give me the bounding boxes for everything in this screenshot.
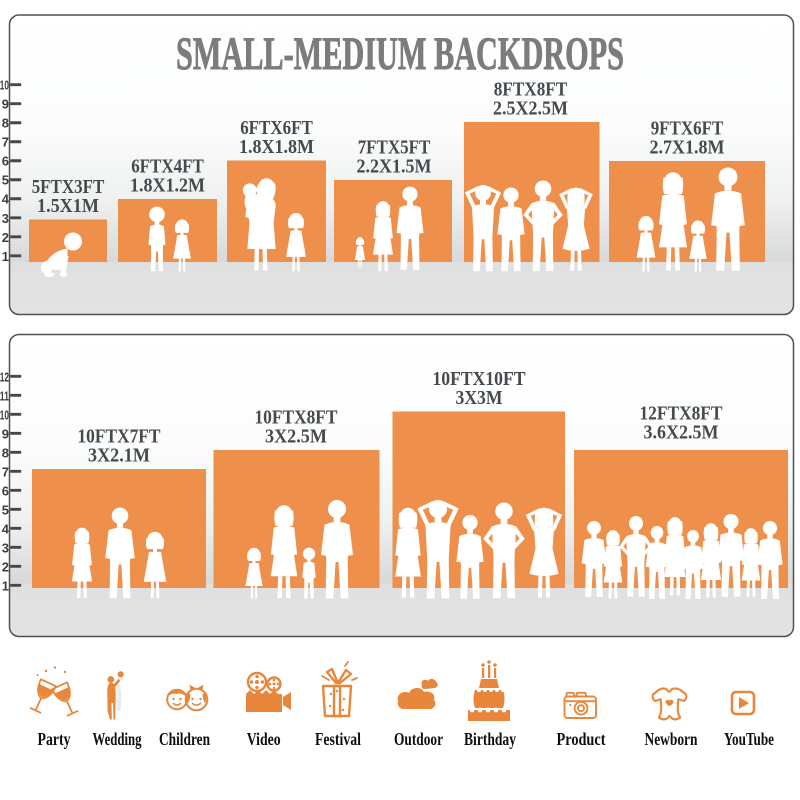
svg-text:Festival: Festival — [315, 729, 361, 749]
svg-text:5: 5 — [2, 502, 9, 517]
svg-text:1.8X1.2M: 1.8X1.2M — [130, 176, 205, 197]
svg-text:9FTX6FT: 9FTX6FT — [651, 119, 724, 140]
svg-text:6: 6 — [2, 154, 9, 169]
svg-text:2.2X1.5M: 2.2X1.5M — [357, 157, 432, 178]
svg-text:YouTube: YouTube — [724, 729, 774, 749]
svg-text:7FTX5FT: 7FTX5FT — [358, 138, 431, 159]
svg-text:10: 10 — [0, 407, 9, 422]
svg-text:5FTX3FT: 5FTX3FT — [32, 177, 105, 198]
svg-text:8FTX8FT: 8FTX8FT — [494, 80, 568, 101]
svg-text:Product: Product — [557, 729, 606, 749]
svg-text:3: 3 — [2, 211, 9, 226]
svg-text:2.7X1.8M: 2.7X1.8M — [650, 138, 725, 159]
svg-text:9: 9 — [2, 97, 9, 112]
svg-text:9: 9 — [2, 426, 9, 441]
svg-text:SMALL-MEDIUM BACKDROPS: SMALL-MEDIUM BACKDROPS — [176, 29, 624, 80]
svg-text:4: 4 — [2, 192, 10, 207]
svg-text:7: 7 — [2, 135, 9, 150]
svg-text:Birthday: Birthday — [464, 729, 516, 749]
svg-text:3: 3 — [2, 540, 9, 555]
svg-text:1.8X1.8M: 1.8X1.8M — [239, 137, 314, 158]
svg-text:4: 4 — [2, 521, 10, 536]
svg-text:10: 10 — [0, 78, 9, 93]
svg-text:10FTX7FT: 10FTX7FT — [78, 427, 161, 448]
svg-text:2: 2 — [2, 559, 9, 574]
svg-text:12FTX8FT: 12FTX8FT — [640, 404, 723, 425]
svg-text:12: 12 — [0, 369, 9, 384]
svg-text:8: 8 — [2, 116, 9, 131]
svg-text:1.5X1M: 1.5X1M — [37, 196, 99, 217]
svg-text:6: 6 — [2, 483, 9, 498]
svg-text:Wedding: Wedding — [93, 729, 142, 749]
svg-text:3X2.1M: 3X2.1M — [88, 446, 150, 467]
svg-text:6FTX6FT: 6FTX6FT — [240, 118, 313, 139]
svg-text:10FTX10FT: 10FTX10FT — [433, 369, 526, 390]
svg-text:1: 1 — [2, 249, 9, 264]
svg-text:Children: Children — [159, 729, 210, 749]
svg-text:Outdoor: Outdoor — [394, 729, 443, 749]
svg-text:2.5X2.5M: 2.5X2.5M — [493, 99, 568, 120]
svg-text:3.6X2.5M: 3.6X2.5M — [644, 423, 719, 444]
svg-text:6FTX4FT: 6FTX4FT — [131, 157, 204, 178]
svg-text:3X3M: 3X3M — [456, 388, 503, 409]
svg-text:Newborn: Newborn — [645, 729, 698, 749]
svg-text:1: 1 — [2, 578, 9, 593]
svg-text:7: 7 — [2, 464, 9, 479]
svg-text:11: 11 — [0, 388, 9, 403]
svg-text:3X2.5M: 3X2.5M — [265, 427, 327, 448]
svg-text:5: 5 — [2, 173, 9, 188]
svg-text:2: 2 — [2, 230, 9, 245]
svg-text:Video: Video — [247, 729, 281, 749]
svg-text:8: 8 — [2, 445, 9, 460]
svg-text:10FTX8FT: 10FTX8FT — [255, 408, 338, 429]
svg-text:Party: Party — [38, 729, 71, 749]
